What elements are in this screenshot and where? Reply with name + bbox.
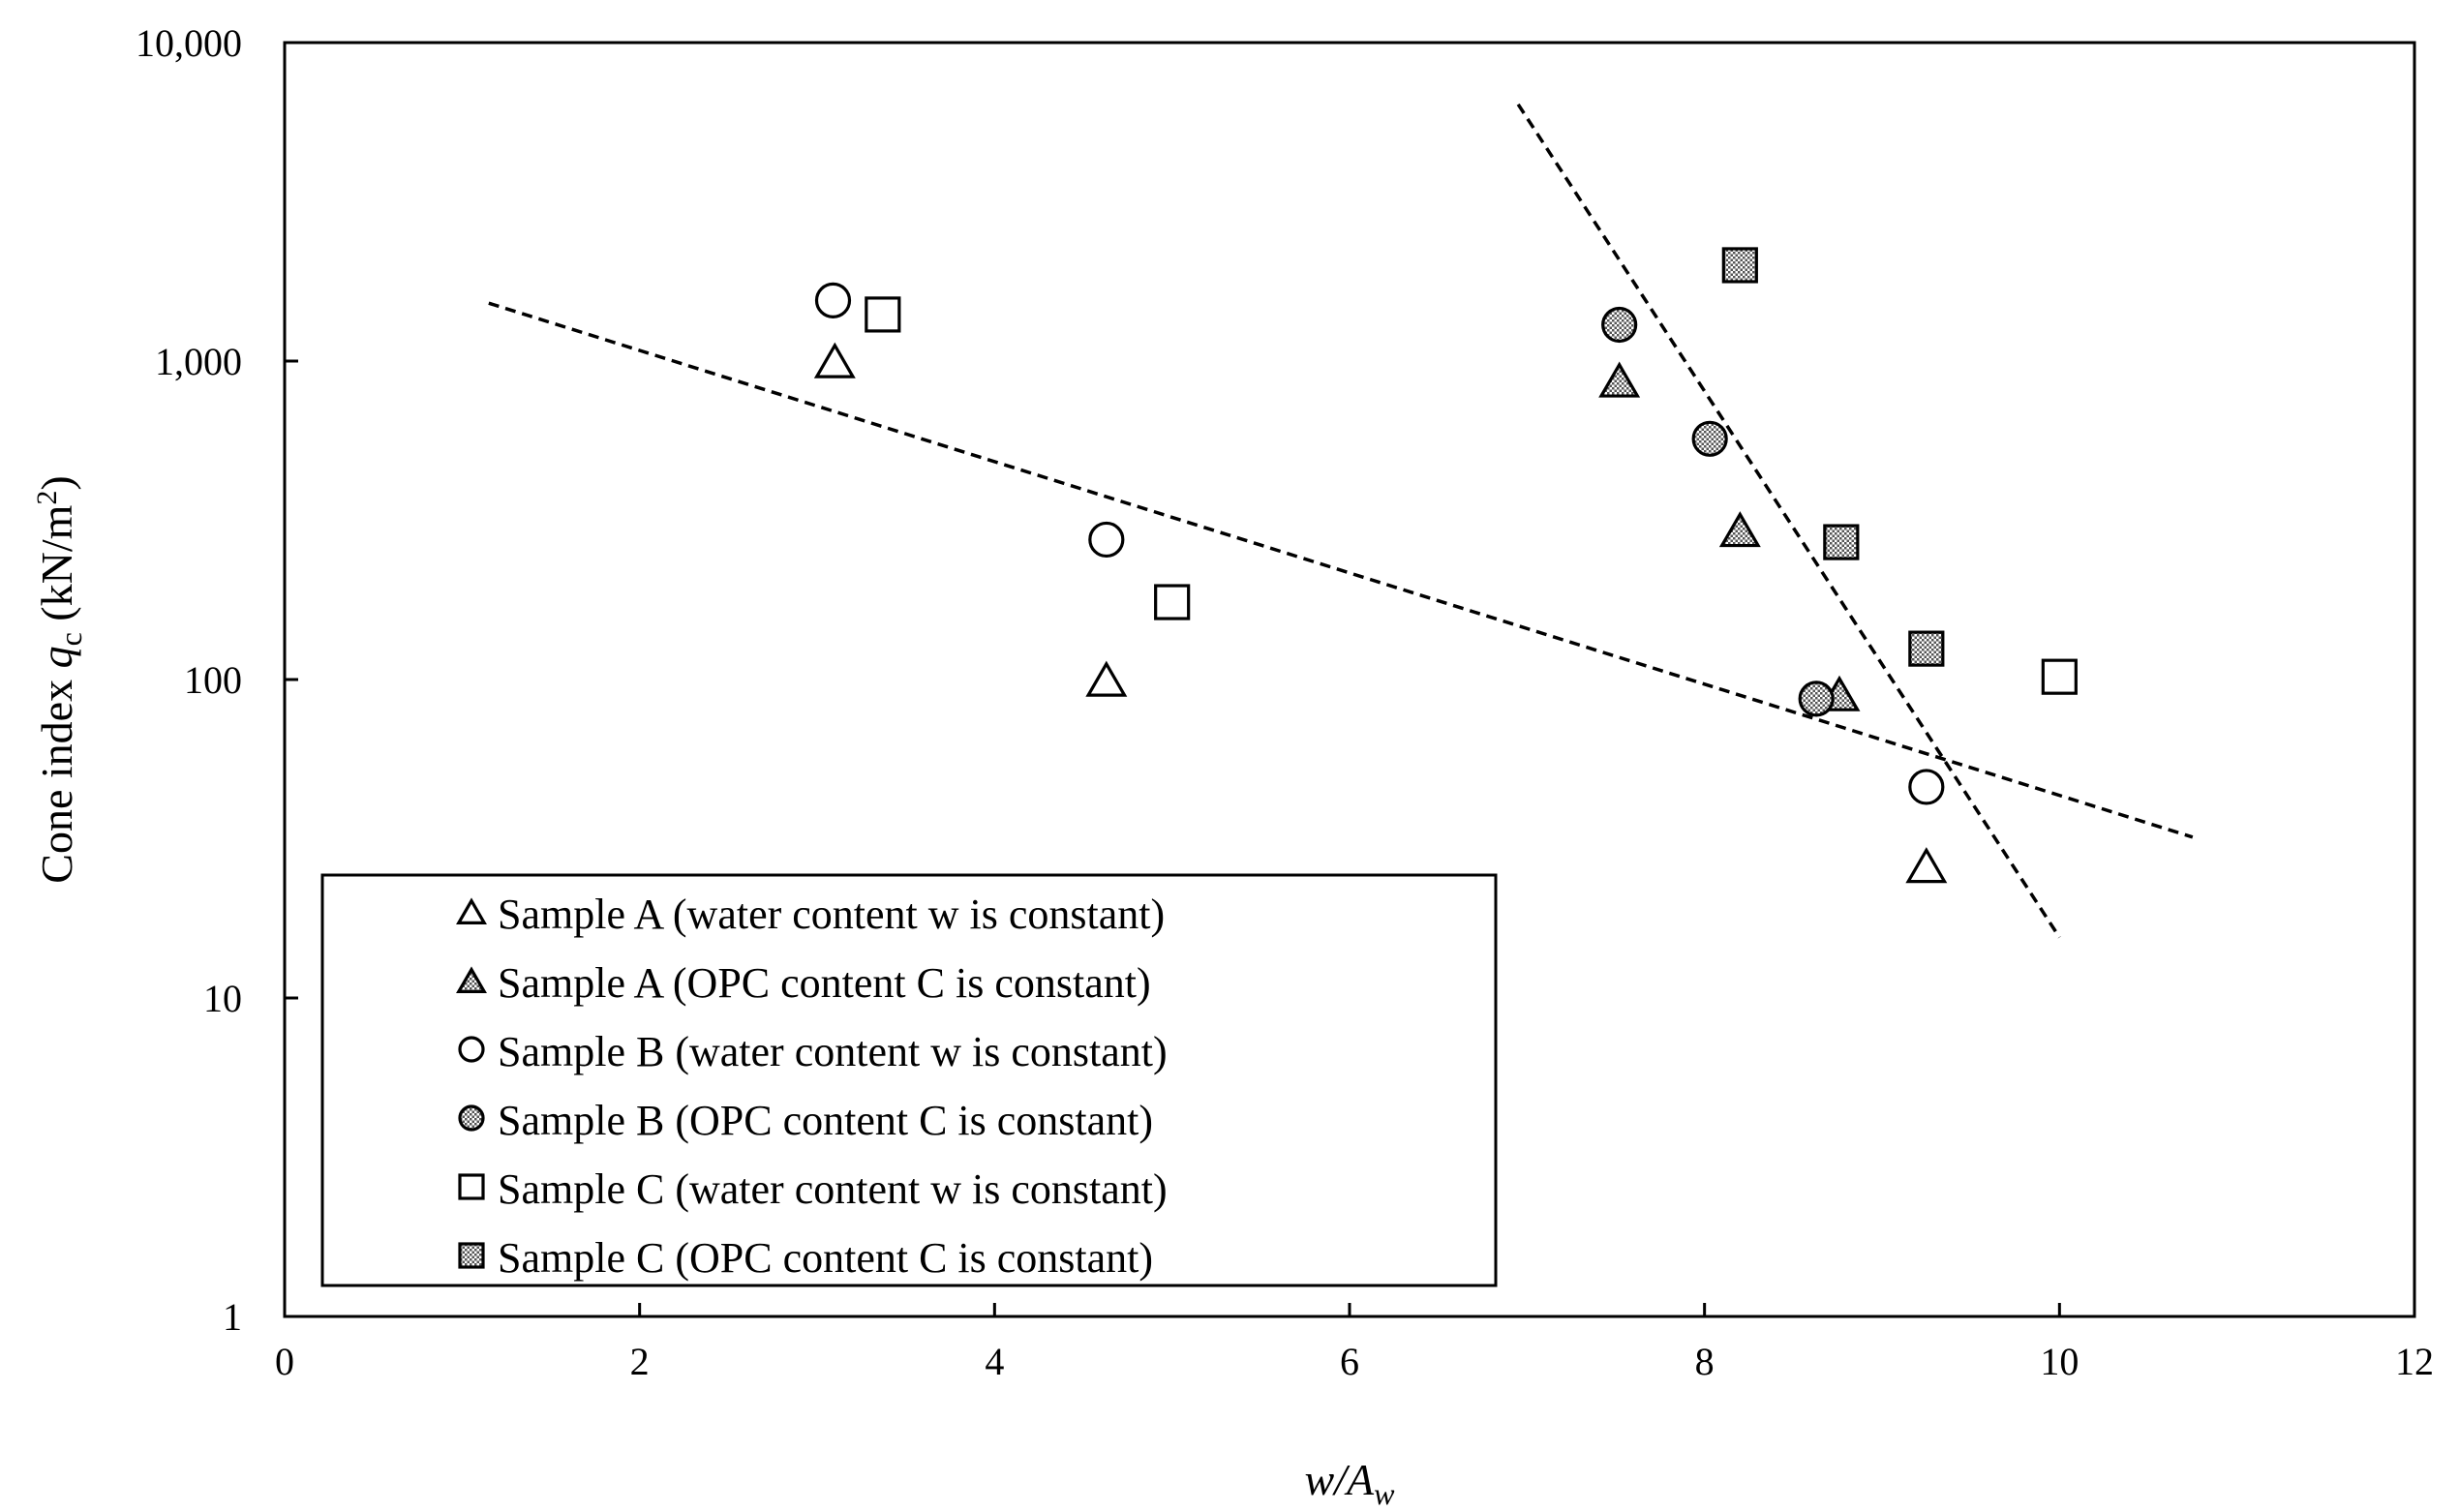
y-tick-label: 1,000 (155, 340, 242, 383)
trend-line (1516, 103, 2061, 939)
x-tick-label: 6 (1340, 1340, 1359, 1383)
legend-marker-circle (458, 1104, 485, 1132)
legend: Sample A (water content w is constant) Sa… (320, 873, 1498, 1287)
x-tick-label: 12 (2395, 1340, 2434, 1383)
y-tick-label: 100 (184, 658, 242, 702)
x-tick-label: 4 (985, 1340, 1004, 1383)
data-point-circle (1691, 420, 1728, 457)
legend-entry: Sample A (OPC content C is constant) (498, 959, 1151, 1007)
legend-entry: Sample C (water content w is constant) (498, 1165, 1168, 1213)
y-tick-label: 10 (203, 977, 242, 1020)
data-point-triangle (813, 342, 856, 378)
data-point-square (2041, 658, 2078, 695)
data-point-square (1154, 584, 1191, 620)
x-tick-label: 8 (1695, 1340, 1715, 1383)
data-point-triangle (1598, 361, 1641, 398)
data-point-square (1823, 524, 1860, 560)
data-point-triangle (1085, 660, 1128, 697)
data-point-square (1908, 630, 1945, 667)
legend-box (320, 873, 1498, 1287)
legend-marker-square (458, 1173, 485, 1200)
data-point-triangle (1905, 847, 1948, 884)
legend-marker-square (458, 1242, 485, 1269)
data-point-circle (814, 282, 852, 318)
trend-lines (488, 103, 2194, 939)
y-axis-ticks: 1 10 100 1,000 10,000 (136, 21, 298, 1339)
y-tick-label: 10,000 (136, 21, 242, 65)
legend-entry: Sample A (water content w is constant) (498, 891, 1165, 938)
data-point-circle (1908, 769, 1945, 805)
trend-line (488, 301, 2194, 839)
x-tick-label: 2 (630, 1340, 650, 1383)
x-axis-title: w/Aw (1305, 1455, 1396, 1511)
x-tick-label: 10 (2040, 1340, 2079, 1383)
data-point-circle (1601, 306, 1638, 344)
legend-marker-triangle (456, 897, 487, 925)
legend-marker-triangle (456, 966, 487, 994)
y-axis-title: Cone index qc (kN/m2) (31, 475, 88, 883)
data-point-circle (1798, 680, 1835, 717)
x-axis-ticks: 0 2 4 6 8 10 12 (275, 1303, 2434, 1383)
legend-entry: Sample C (OPC content C is constant) (498, 1234, 1153, 1282)
legend-entry: Sample B (water content w is constant) (498, 1028, 1168, 1075)
data-point-square (1721, 247, 1758, 284)
legend-entry: Sample B (OPC content C is constant) (498, 1097, 1153, 1144)
data-point-square (865, 296, 901, 333)
y-tick-label: 1 (223, 1295, 242, 1339)
data-point-circle (1088, 521, 1125, 559)
data-points (813, 247, 2078, 884)
x-tick-label: 0 (275, 1340, 294, 1383)
data-point-triangle (1718, 511, 1761, 548)
legend-marker-circle (458, 1036, 485, 1063)
